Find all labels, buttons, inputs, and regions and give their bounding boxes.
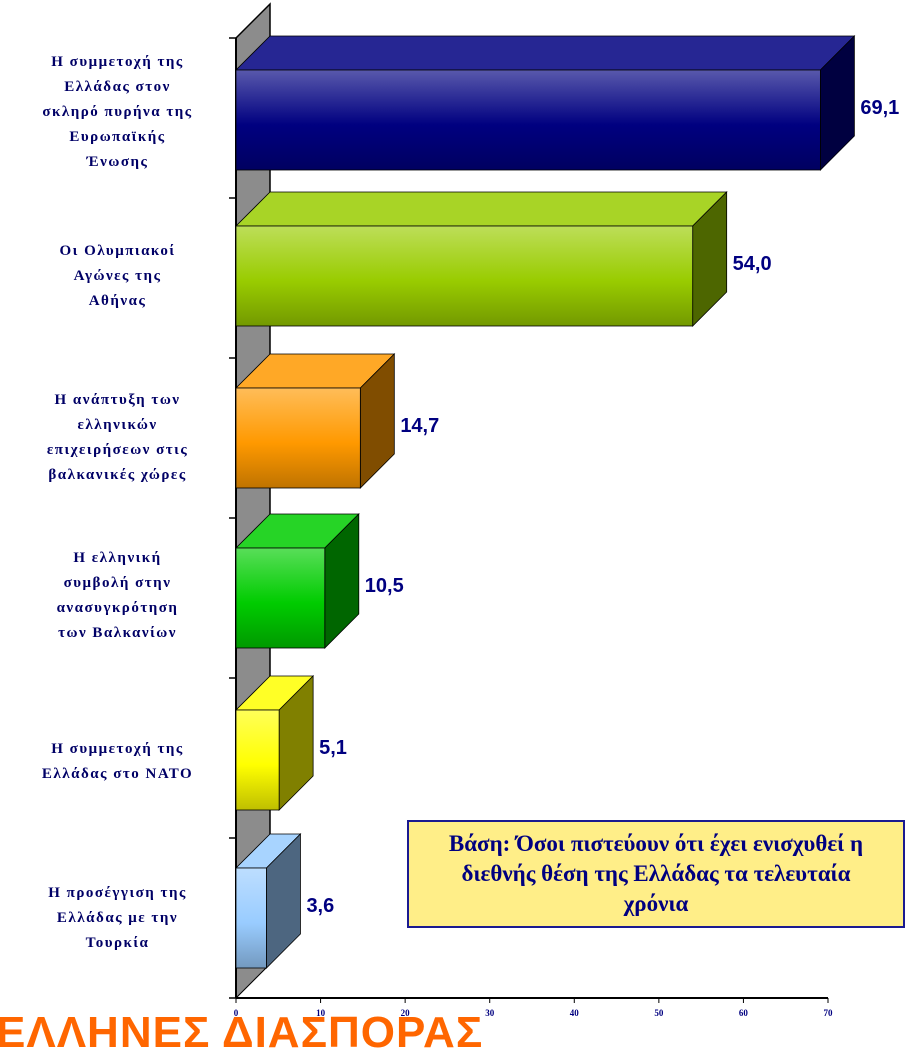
- bar-1: [235, 35, 856, 171]
- value-label: 5,1: [319, 737, 347, 759]
- axes: [229, 37, 828, 999]
- category-label: Η συμμετοχή της Ελλάδας στον σκληρό πυρήνα…: [42, 53, 193, 170]
- bar-2: [235, 191, 728, 327]
- x-tick-label: 40: [570, 1008, 580, 1018]
- category-label: Οι Ολυμπιακοί Αγώνες της Αθήνας: [59, 242, 176, 309]
- bar-front-face: [235, 547, 326, 649]
- x-tick-label: 20: [401, 1008, 411, 1018]
- bar-5: [235, 675, 315, 811]
- value-label: 14,7: [400, 415, 439, 437]
- category-label: Η προσέγγιση της Ελλάδας με την Τουρκία: [48, 884, 187, 951]
- x-tick-label: 70: [824, 1008, 834, 1018]
- footer-title: ΕΛΛΗΝΕΣ ΔΙΑΣΠΟΡΑΣ: [0, 1008, 484, 1057]
- value-labels: 69,1 54,0 14,7 10,5 5,1 3,6: [306, 97, 899, 917]
- bars: [235, 35, 856, 969]
- base-note: Βάση: Όσοι πιστεύουν ότι έχει ενισχυθεί …: [407, 820, 905, 928]
- bar-top-face: [235, 35, 856, 71]
- bar-top-face: [235, 191, 728, 227]
- bar-chart: 69,1 54,0 14,7 10,5 5,1 3,6 0 10 20 30 40 50 60 70: [229, 2, 899, 1018]
- x-tick-label: 50: [654, 1008, 664, 1018]
- bar-3: [235, 353, 396, 489]
- category-label: Η συμμετοχή της Ελλάδας στο ΝΑΤΟ: [41, 741, 194, 782]
- value-label: 54,0: [733, 253, 772, 275]
- x-tick-label: 10: [316, 1008, 326, 1018]
- value-label: 69,1: [860, 97, 899, 119]
- category-label: Η ελληνική συμβολή στην ανασυγκρότηση των Β…: [56, 550, 179, 641]
- x-ticks: 0 10 20 30 40 50 60 70: [234, 998, 833, 1018]
- bar-4: [235, 513, 360, 649]
- bar-front-face: [235, 225, 694, 327]
- bar-front-face: [235, 867, 267, 969]
- x-tick-label: 30: [485, 1008, 495, 1018]
- bar-front-face: [235, 69, 821, 171]
- bar-front-face: [235, 387, 361, 489]
- value-label: 10,5: [365, 575, 404, 597]
- bar-6: [235, 833, 302, 969]
- bar-front-face: [235, 709, 280, 811]
- x-tick-label: 60: [739, 1008, 749, 1018]
- category-label: Η ανάπτυξη των ελληνικών επιχειρήσεων στις…: [46, 392, 189, 483]
- value-label: 3,6: [306, 895, 334, 917]
- x-tick-label: 0: [234, 1008, 239, 1018]
